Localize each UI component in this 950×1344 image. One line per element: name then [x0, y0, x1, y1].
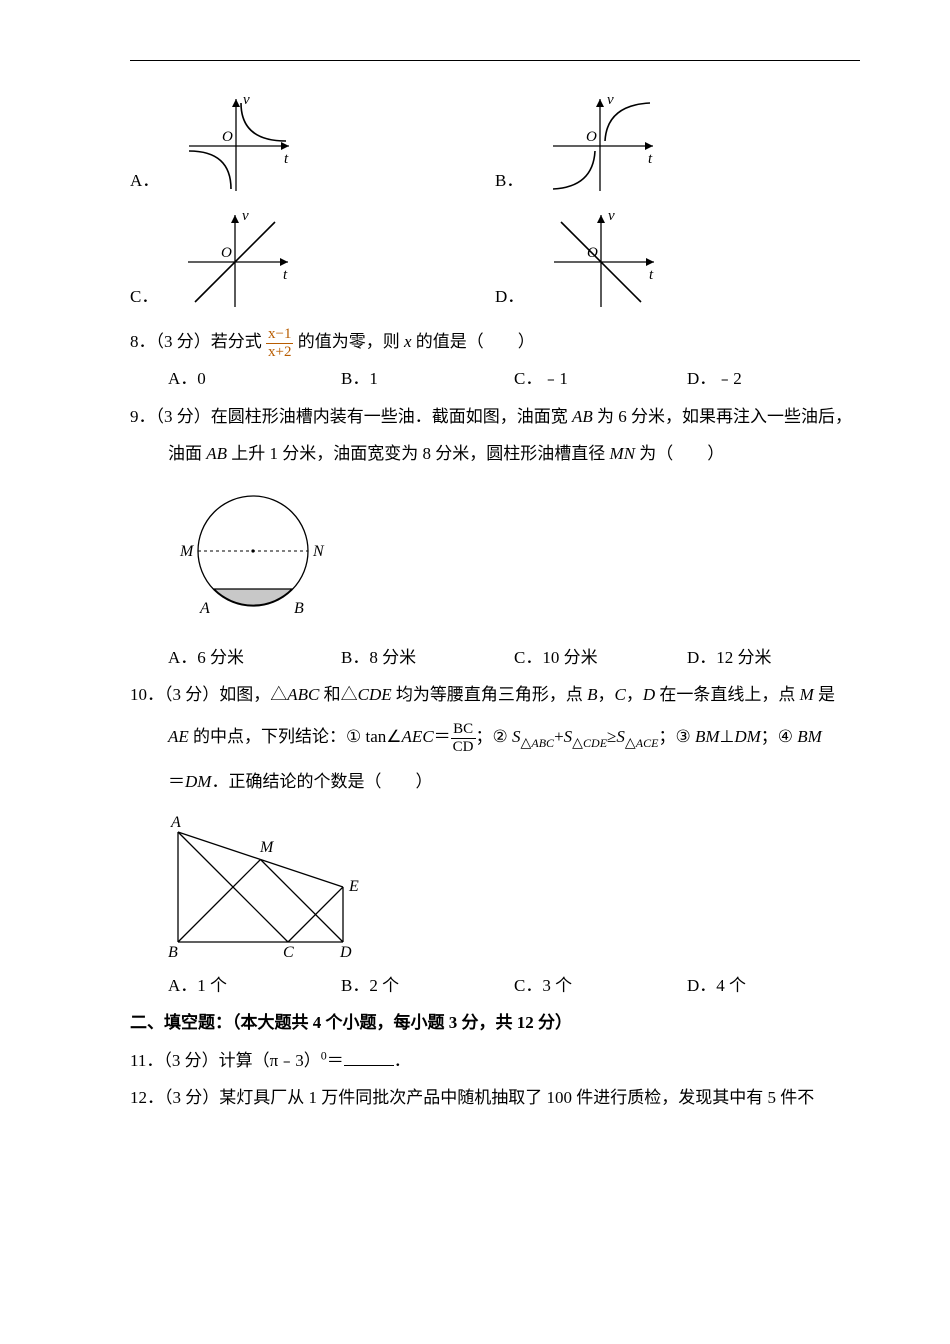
- q11-a: 11．（3 分）计算（π﹣3）: [130, 1051, 321, 1070]
- svg-text:O: O: [222, 129, 233, 145]
- q8-fraction: x−1 x+2: [266, 326, 293, 360]
- q10-opt-b: B．2 个: [341, 967, 514, 1004]
- q7-label-b: B．: [495, 166, 529, 201]
- q7-row2: C． O v t D． O v t: [130, 207, 860, 317]
- q8-opt-c: C．﹣1: [514, 360, 687, 397]
- q10-frac: BCCD: [451, 721, 476, 755]
- svg-text:v: v: [608, 208, 615, 224]
- q8-prefix: 8．（3 分）若分式: [130, 332, 262, 351]
- svg-text:M: M: [259, 839, 275, 856]
- q7-cell-d: D． O v t: [495, 207, 860, 317]
- q9-line1: 9．（3 分）在圆柱形油槽内装有一些油．截面如图，油面宽 AB 为 6 分米，如…: [130, 398, 860, 435]
- q7-row1: A． O v t B． O v: [130, 91, 860, 201]
- svg-text:t: t: [284, 151, 289, 167]
- chart-c: O v t: [170, 207, 300, 317]
- svg-text:A: A: [170, 814, 181, 831]
- svg-text:E: E: [348, 878, 359, 895]
- q10-opt-c: C．3 个: [514, 967, 687, 1004]
- svg-text:D: D: [339, 944, 352, 957]
- q8-options: A．0 B．1 C．﹣1 D．﹣2: [130, 360, 860, 397]
- q10-line2: AE 的中点，下列结论：① tan∠AEC＝BCCD；② S△ABC+S△CDE…: [130, 713, 860, 763]
- chart-d: O v t: [536, 207, 666, 317]
- q10-opt-d: D．4 个: [687, 967, 860, 1004]
- top-rule: [130, 60, 860, 61]
- exam-page: A． O v t B． O v: [0, 0, 950, 1344]
- chart-a: O v t: [171, 91, 301, 201]
- q7-cell-c: C． O v t: [130, 207, 495, 317]
- q9-opt-b: B．8 分米: [341, 639, 514, 676]
- chart-b: O v t: [535, 91, 665, 201]
- q10-opt-a: A．1 个: [168, 967, 341, 1004]
- q9-opt-a: A．6 分米: [168, 639, 341, 676]
- q7-cell-b: B． O v t: [495, 91, 860, 201]
- svg-text:O: O: [586, 129, 597, 145]
- q9-options: A．6 分米 B．8 分米 C．10 分米 D．12 分米: [130, 639, 860, 676]
- q10-line3: ＝DM．正确结论的个数是（ ）: [130, 763, 860, 800]
- q9-opt-d: D．12 分米: [687, 639, 860, 676]
- q7-label-a: A．: [130, 166, 165, 201]
- svg-text:N: N: [312, 543, 325, 560]
- q8-frac-num: x−1: [266, 326, 293, 344]
- q8-opt-b: B．1: [341, 360, 514, 397]
- svg-text:C: C: [283, 944, 294, 957]
- q9-opt-c: C．10 分米: [514, 639, 687, 676]
- q10-figure: A B C D E M: [168, 807, 860, 957]
- section2-header: 二、填空题：（本大题共 4 个小题，每小题 3 分，共 12 分）: [130, 1004, 860, 1041]
- svg-text:B: B: [168, 944, 178, 957]
- q9-figure: M N A B: [168, 479, 860, 629]
- q9-line2: 油面 AB 上升 1 分米，油面宽变为 8 分米，圆柱形油槽直径 MN 为（ ）: [130, 435, 860, 472]
- svg-text:O: O: [221, 245, 232, 261]
- svg-text:t: t: [649, 267, 654, 283]
- q8-stem: 8．（3 分）若分式 x−1 x+2 的值为零，则 x 的值是（ ）的值为零，则…: [130, 323, 860, 360]
- q11-c: ．: [394, 1051, 411, 1070]
- q10-line1: 10．（3 分）如图，△ABC 和△CDE 均为等腰直角三角形，点 B，C，D …: [130, 676, 860, 713]
- q8-suffix: 的值为零，则 x 的值是（ ）的值为零，则 x 的值是（ ）: [298, 332, 535, 351]
- svg-text:A: A: [199, 600, 210, 617]
- svg-text:t: t: [648, 151, 653, 167]
- q7-label-c: C．: [130, 282, 164, 317]
- svg-text:v: v: [243, 92, 250, 108]
- q11-blank: [344, 1049, 394, 1066]
- svg-text:v: v: [242, 208, 249, 224]
- q12: 12．（3 分）某灯具厂从 1 万件同批次产品中随机抽取了 100 件进行质检，…: [130, 1079, 860, 1116]
- q8-opt-a: A．0: [168, 360, 341, 397]
- q10-options: A．1 个 B．2 个 C．3 个 D．4 个: [130, 967, 860, 1004]
- q11-b: ＝: [327, 1051, 344, 1070]
- svg-text:B: B: [294, 600, 304, 617]
- q7-label-d: D．: [495, 282, 530, 317]
- q7-cell-a: A． O v t: [130, 91, 495, 201]
- svg-text:v: v: [607, 92, 614, 108]
- svg-text:t: t: [283, 267, 288, 283]
- q8-frac-den: x+2: [266, 344, 293, 361]
- q8-opt-d: D．﹣2: [687, 360, 860, 397]
- q11: 11．（3 分）计算（π﹣3）0＝．: [130, 1042, 860, 1079]
- svg-text:O: O: [587, 245, 598, 261]
- svg-text:M: M: [179, 543, 195, 560]
